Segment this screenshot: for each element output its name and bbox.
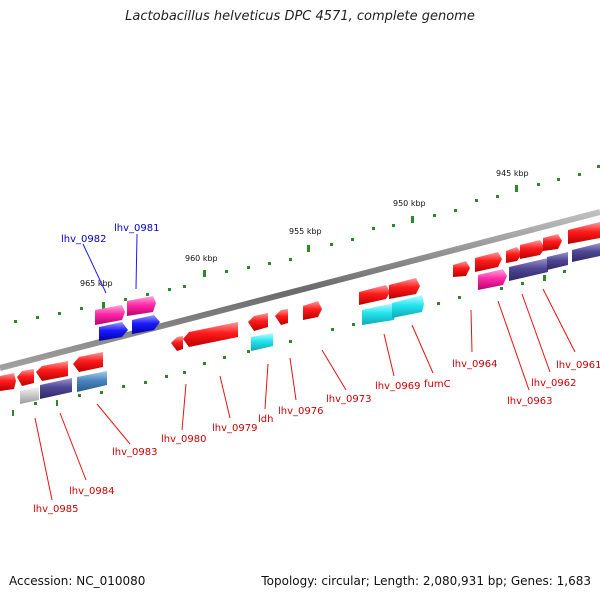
gene-fumC-a[interactable] <box>362 303 396 325</box>
outer-scale-ticks <box>14 165 600 323</box>
gene-lhv-0981[interactable] <box>132 315 160 334</box>
gene-lhv-0982-top[interactable] <box>95 305 125 325</box>
label-lhv-0973[interactable]: lhv_0973 <box>326 394 371 405</box>
label-lhv-0964[interactable]: lhv_0964 <box>452 359 497 370</box>
map-title: Lactobacillus helveticus DPC 4571, compl… <box>125 9 475 24</box>
label-lhv-0963[interactable]: lhv_0963 <box>507 396 552 407</box>
reverse-genes <box>0 309 288 404</box>
gene-lhv-0983[interactable] <box>77 371 107 392</box>
label-lhv-0976[interactable]: lhv_0976 <box>278 406 323 417</box>
label-leaders <box>34 233 576 501</box>
scale-label-945: 945 kbp <box>496 169 529 178</box>
label-lhv-0981[interactable]: lhv_0981 <box>114 223 159 234</box>
forward-genes <box>95 222 600 341</box>
scale-label-960: 960 kbp <box>185 254 218 263</box>
gene-lhv-0961[interactable] <box>543 234 562 251</box>
label-lhv-0961[interactable]: lhv_0961 <box>556 360 600 371</box>
gene-lhv-0976[interactable] <box>275 309 288 325</box>
gene-lhv-0963[interactable] <box>506 247 522 263</box>
gene-labels: lhv_0982 lhv_0981 lhv_0985 lhv_0984 lhv_… <box>33 223 600 515</box>
gene-fumC-b[interactable] <box>392 295 424 318</box>
gene-lhv-0973[interactable] <box>303 301 322 320</box>
gene-purple-3[interactable] <box>572 243 600 262</box>
gene-lhv-0960[interactable] <box>568 222 600 244</box>
gene-lhv-0984-red[interactable] <box>36 361 68 381</box>
label-lhv-0984[interactable]: lhv_0984 <box>69 486 114 497</box>
label-lhv-0982[interactable]: lhv_0982 <box>61 234 106 245</box>
gene-lhv-0965[interactable] <box>453 261 470 277</box>
genome-summary-text: Topology: circular; Length: 2,080,931 bp… <box>261 574 591 588</box>
gene-lhv-0970[interactable] <box>359 285 390 305</box>
gene-lhv-0986[interactable] <box>0 373 16 391</box>
gene-lhv-0963-mag[interactable] <box>478 269 507 290</box>
scale-label-955: 955 kbp <box>289 227 322 236</box>
label-fumC[interactable]: fumC <box>424 379 451 390</box>
accession-text: Accession: NC_010080 <box>9 574 146 588</box>
gene-ldh[interactable] <box>251 333 273 351</box>
label-ldh[interactable]: ldh <box>258 414 273 425</box>
gene-lhv-0985-red[interactable] <box>17 369 34 386</box>
gene-purple-2[interactable] <box>547 252 568 270</box>
gene-lhv-0964[interactable] <box>475 252 502 272</box>
gene-lhv-0983-red[interactable] <box>73 352 103 372</box>
gene-lhv-0985[interactable] <box>20 387 39 404</box>
gene-lhv-0980[interactable] <box>171 336 183 351</box>
gene-lhv-0962[interactable] <box>520 240 545 259</box>
gene-purple-1[interactable] <box>509 258 548 281</box>
label-lhv-0983[interactable]: lhv_0983 <box>112 447 157 458</box>
genome-backbone <box>0 209 600 371</box>
label-lhv-0962[interactable]: lhv_0962 <box>531 378 576 389</box>
label-lhv-0979[interactable]: lhv_0979 <box>212 423 257 434</box>
gene-lhv-0981-top[interactable] <box>127 296 156 316</box>
scale-label-950: 950 kbp <box>393 199 426 208</box>
gene-lhv-0979[interactable] <box>183 322 238 347</box>
gene-lhv-0978[interactable] <box>248 313 268 331</box>
gene-lhv-0982[interactable] <box>99 322 128 341</box>
label-lhv-0980[interactable]: lhv_0980 <box>161 434 206 445</box>
label-lhv-0969[interactable]: lhv_0969 <box>375 381 420 392</box>
scale-label-965: 965 kbp <box>80 279 113 288</box>
gene-lhv-0969[interactable] <box>389 278 420 299</box>
label-lhv-0985[interactable]: lhv_0985 <box>33 504 78 515</box>
gene-lhv-0984[interactable] <box>40 378 72 399</box>
